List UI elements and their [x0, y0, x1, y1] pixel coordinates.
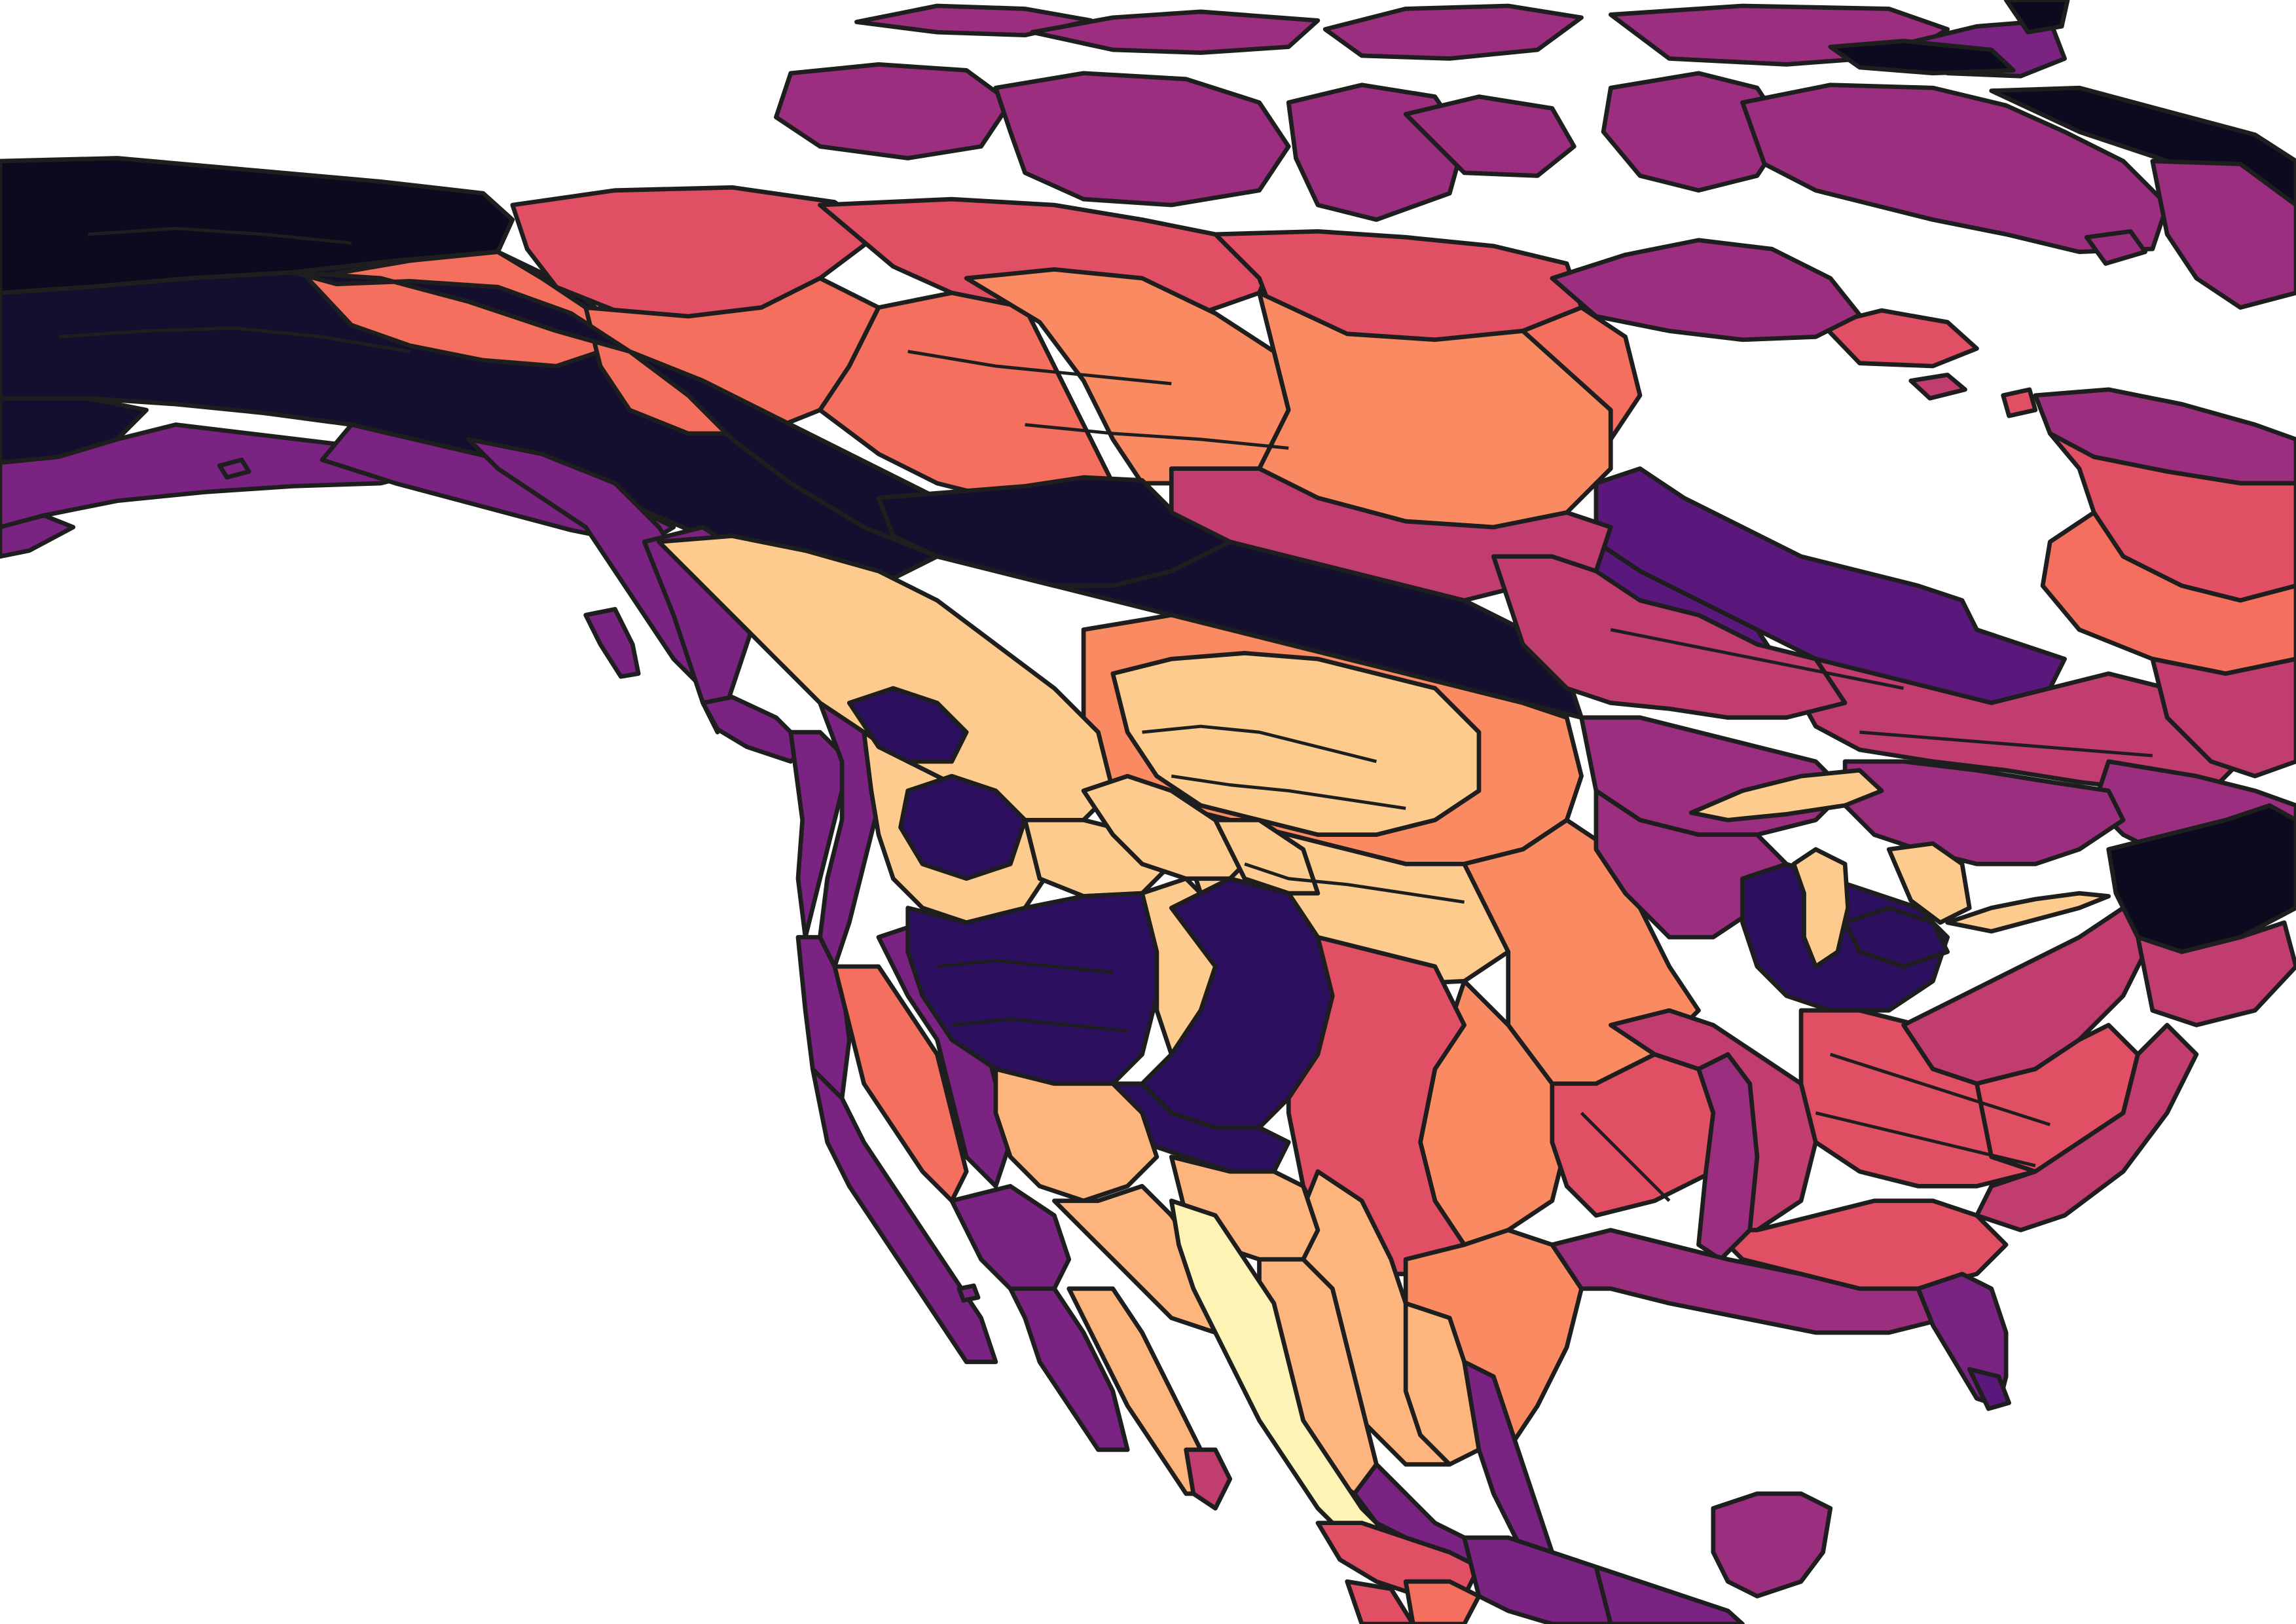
boundary-shield-1 [1610, 628, 1904, 690]
boundary-alaska-1 [58, 326, 410, 354]
yucatan-peninsula [1711, 1491, 1833, 1598]
arctic-island-north-3 [1322, 3, 1584, 61]
northeast-highlands [2106, 803, 2296, 954]
southampton-island [1821, 308, 1979, 369]
small-island-east [2001, 387, 2038, 418]
trans-mexican-volcanic-belt [1315, 1521, 1482, 1598]
mississippi-alluvial [1696, 1052, 1760, 1262]
baja-south-tip [1184, 1447, 1233, 1511]
pacific-coast-south [1345, 1579, 1415, 1624]
northern-great-plains-steppe [1110, 651, 1482, 838]
boundary-basin-1 [937, 959, 1114, 974]
aleutian-bits [217, 457, 251, 480]
northeast-coastal-zone [2136, 920, 2296, 1027]
pacific-lowlands-mexico [1352, 1462, 1482, 1570]
banks-island [774, 62, 1013, 160]
lake-michigan [1791, 847, 1850, 969]
boundary-alaska-2 [88, 227, 352, 245]
central-valley [832, 964, 969, 1204]
vancouver-island [701, 695, 808, 764]
middle-rockies [1081, 773, 1247, 881]
hudson-plains-west [1520, 305, 1643, 442]
boreal-plains-dark [876, 475, 1233, 588]
greenland-corner [1828, 39, 2016, 76]
southern-rockies [1110, 1081, 1291, 1174]
baffin-island-east [2150, 158, 2296, 310]
ungava-peninsula [1550, 238, 1862, 342]
newfoundland-region [2150, 656, 2296, 779]
taiga-shield-west [818, 290, 1116, 500]
boundary-east-2 [1815, 1111, 2036, 1168]
baja-california-north [1008, 1286, 1130, 1452]
boundary-plains-1 [1142, 724, 1377, 764]
atlantic-coastal-plain [1975, 1023, 2199, 1232]
blue-mountains [898, 773, 1027, 881]
mojave-desert [993, 1067, 1159, 1204]
lake-erie-ontario [1945, 891, 2111, 934]
balsas-dry-forest [1403, 1579, 1482, 1624]
ellesmere-ice-cap [2003, 0, 2070, 35]
central-america-lowlands [1594, 1564, 1745, 1624]
boundary-shield-2 [1859, 730, 2153, 758]
southern-ontario-forest [1842, 759, 2126, 866]
northern-plains [1491, 554, 1848, 720]
boundary-plains-3 [1244, 862, 1465, 904]
boundary-east-1 [1830, 1052, 2050, 1126]
haida-gwaii [583, 606, 641, 679]
boundary-mississippi-1 [1580, 1111, 1671, 1202]
alaska-southwest-islands [0, 513, 76, 559]
southern-california-mountains [949, 1184, 1072, 1291]
somerset-island [1403, 94, 1576, 178]
california-coast [810, 1067, 998, 1365]
boundary-boreal-2 [1025, 423, 1289, 450]
northern-rockies-forest [847, 686, 969, 764]
blue-ridge [1901, 906, 2155, 1086]
channel-islands [957, 1283, 981, 1303]
florida-everglades [1967, 1367, 2011, 1411]
wyoming-basin [1213, 817, 1321, 896]
puget-lowland [788, 729, 852, 940]
baffin-island-main [1740, 83, 2170, 254]
boundary-basin-2 [951, 1017, 1128, 1033]
victoria-island [993, 71, 1291, 208]
arctic-island-north-2 [1030, 9, 1321, 55]
lake-erie-plains [1842, 906, 1950, 969]
boundary-plains-2 [1171, 774, 1406, 810]
small-island-hudson [1908, 373, 1967, 401]
boundary-boreal-1 [907, 350, 1172, 386]
small-island-baffin-south [2084, 229, 2147, 266]
great-basin [905, 891, 1159, 1086]
lake-huron [1886, 841, 1972, 925]
lake-superior [1688, 767, 1884, 822]
